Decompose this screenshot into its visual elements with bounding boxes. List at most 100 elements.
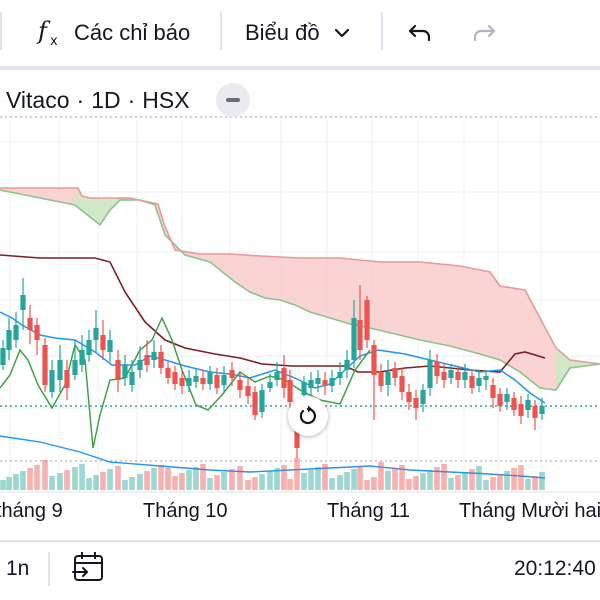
- reset-rotate-icon: [297, 405, 319, 427]
- candle-down: [399, 376, 405, 392]
- minus-icon: [225, 98, 240, 102]
- candle-up: [329, 378, 335, 386]
- candle-down: [490, 385, 496, 398]
- chart-type-label: Biểu đồ: [245, 20, 320, 45]
- senkou-span-a: [0, 189, 600, 391]
- volume-bar-up: [308, 470, 314, 490]
- volume-bar-down: [399, 465, 405, 490]
- volume-bar-down: [441, 464, 447, 490]
- candle-down: [532, 406, 538, 418]
- ichimoku-cloud-bull: [75, 188, 158, 225]
- volume-bar-down: [490, 477, 496, 490]
- volume-bar-down: [287, 479, 293, 490]
- clock: 20:12:40: [514, 554, 596, 584]
- candle-down: [27, 318, 33, 330]
- candle-up: [151, 352, 157, 360]
- candle-up: [72, 360, 78, 375]
- volume-bar-up: [6, 477, 12, 490]
- candle-up: [539, 406, 545, 414]
- toolbar-divider: [220, 12, 222, 50]
- indicators-button[interactable]: f x Các chỉ báo: [36, 0, 190, 66]
- candle-down: [357, 320, 363, 350]
- toolbar-divider: [381, 12, 383, 50]
- candle-up: [20, 295, 26, 310]
- volume-bar-down: [158, 465, 164, 490]
- volume-bar-up: [525, 479, 531, 490]
- volume-bar-up: [344, 472, 350, 490]
- candle-up: [344, 360, 350, 370]
- volume-bar-up: [274, 468, 280, 490]
- volume-bar-up: [539, 472, 545, 490]
- candle-down: [392, 368, 398, 378]
- volume-bar-up: [86, 478, 92, 490]
- x-axis-label: Tháng 11: [327, 500, 411, 522]
- volume-bar-up: [385, 471, 391, 490]
- legend-collapse-button[interactable]: [215, 83, 250, 117]
- candle-up: [420, 390, 426, 404]
- volume-bar-up: [13, 474, 19, 490]
- svg-text:x: x: [50, 34, 58, 48]
- candle-up: [351, 318, 357, 360]
- bottom-toolbar-divider: [0, 540, 600, 542]
- undo-button[interactable]: [406, 0, 434, 66]
- calendar-goto-icon: [72, 550, 106, 586]
- volume-bar-up: [315, 467, 321, 490]
- candle-up: [315, 378, 321, 384]
- candle-down: [413, 398, 419, 408]
- candle-up: [79, 350, 85, 365]
- symbol-interval: 1D: [91, 86, 121, 113]
- candle-down: [144, 355, 150, 365]
- candle-down: [200, 378, 206, 384]
- volume-bar-up: [186, 470, 192, 490]
- candle-up: [274, 372, 280, 380]
- redo-button[interactable]: [470, 0, 498, 66]
- candle-up: [337, 372, 343, 378]
- volume-bar-down: [378, 462, 384, 490]
- legend-separator: ·: [127, 86, 136, 113]
- legend-separator: ·: [76, 86, 85, 113]
- price-chart[interactable]: [0, 70, 600, 540]
- ichimoku-cloud-bull: [556, 348, 600, 390]
- volume-bar-up: [483, 480, 489, 490]
- volume-bar-up: [207, 478, 213, 490]
- reset-chart-button[interactable]: [288, 396, 328, 436]
- candle-up: [122, 365, 128, 378]
- candle-down: [469, 376, 475, 388]
- candle-down: [245, 386, 251, 396]
- candle-up: [57, 360, 63, 380]
- x-axis-label: Tháng 10: [143, 500, 228, 522]
- candle-up: [462, 372, 468, 380]
- svg-text:f: f: [36, 18, 51, 45]
- candle-up: [476, 378, 482, 386]
- candle-up: [137, 360, 143, 370]
- volume-bar-down: [532, 476, 538, 490]
- toolbar-divider-bottom: [0, 66, 600, 70]
- candle-down: [42, 345, 48, 385]
- candle-down: [518, 404, 524, 416]
- range-button[interactable]: 1n: [6, 554, 29, 584]
- range-label: 1n: [6, 557, 30, 580]
- volume-bar-down: [518, 465, 524, 490]
- volume-bar-up: [221, 472, 227, 490]
- volume-bar-down: [371, 477, 377, 490]
- volume-bar-down: [281, 465, 287, 490]
- candle-down: [229, 370, 235, 378]
- candle-down: [34, 325, 40, 340]
- candle-down: [294, 422, 300, 448]
- volume-bar-down: [42, 460, 48, 490]
- volume-bar-down: [413, 476, 419, 490]
- candle-down: [511, 398, 517, 410]
- candle-down: [406, 392, 412, 402]
- chart-type-button[interactable]: Biểu đồ: [245, 0, 350, 66]
- go-to-date-button[interactable]: [72, 550, 106, 586]
- candle-down: [165, 368, 171, 378]
- volume-bar-up: [337, 475, 343, 490]
- volume-bar-down: [497, 474, 503, 490]
- symbol-legend[interactable]: Vitaco · 1D · HSX: [6, 83, 250, 117]
- volume-bar-down: [34, 465, 40, 490]
- volume-bar-down: [214, 475, 220, 490]
- volume-bar-up: [49, 476, 55, 490]
- volume-bar-down: [322, 464, 328, 490]
- candle-up: [221, 375, 227, 385]
- volume-bar-down: [406, 479, 412, 490]
